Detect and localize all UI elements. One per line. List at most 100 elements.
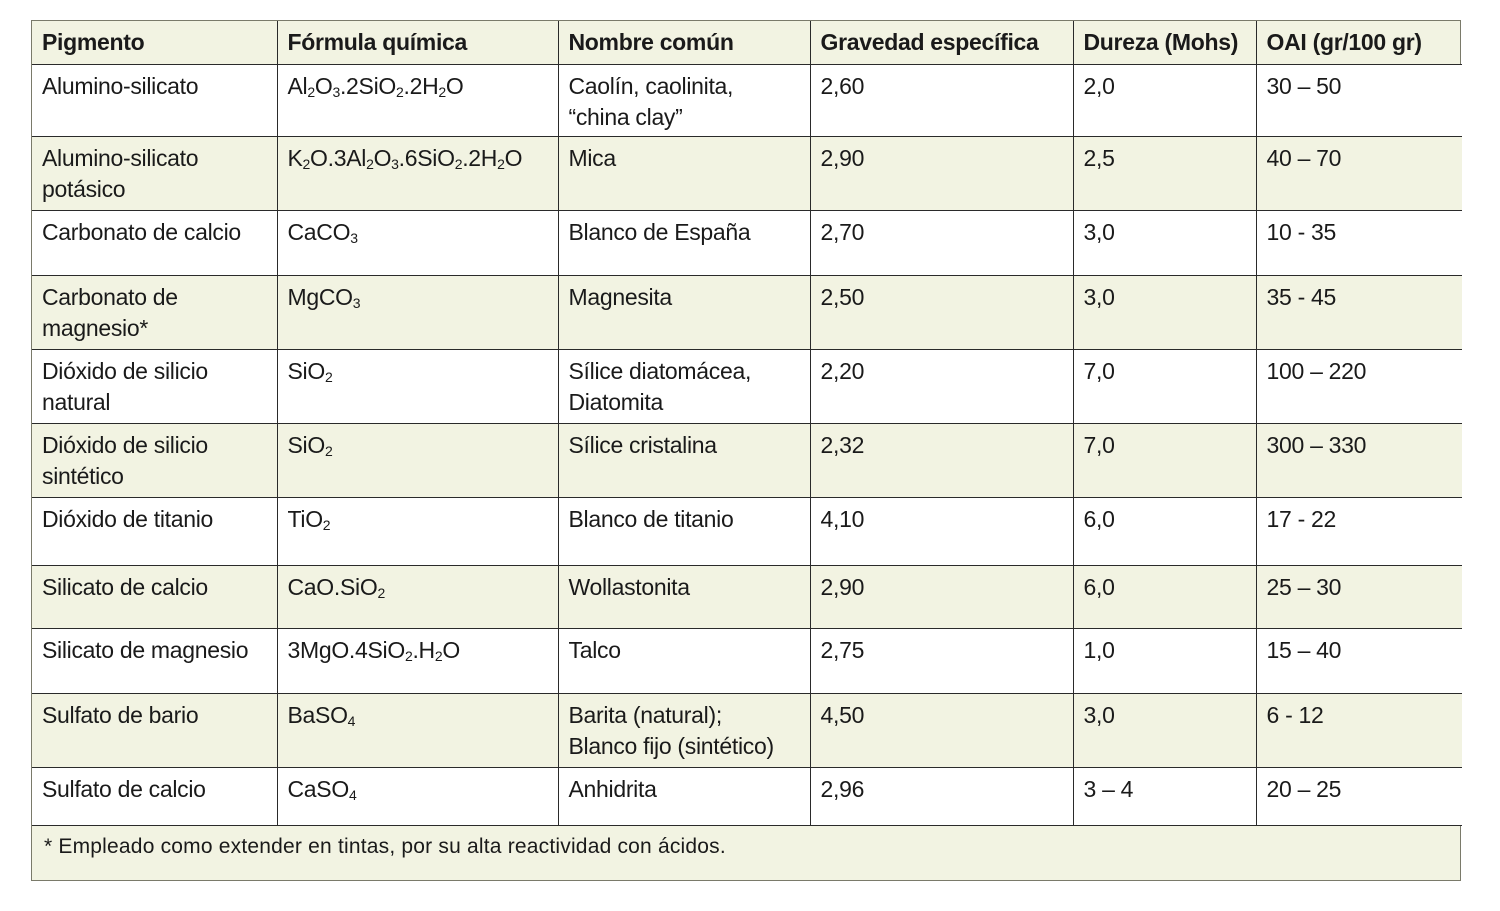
- cell-pigmento: Carbonato de magnesio*: [32, 274, 278, 350]
- cell-pigmento: Dióxido de silicio natural: [32, 348, 278, 424]
- formula-subscript: 3: [332, 83, 340, 100]
- cell-nombre-comun-line: Blanco de titanio: [568, 505, 734, 532]
- cell-dureza: 2,5: [1072, 135, 1257, 211]
- cell-oai: 100 – 220: [1255, 348, 1462, 424]
- table-row: Sulfato de bario BaSO4 Barita (natural); Bl…: [32, 692, 1462, 768]
- cell-dureza: 2,0: [1072, 63, 1257, 137]
- formula-text: O: [373, 144, 392, 171]
- table-row: Dióxido de silicio natural SiO2 Sílice diat…: [32, 348, 1462, 424]
- cell-nombre-comun: Anhidrita: [557, 766, 811, 826]
- formula-subscript: 4: [348, 786, 357, 803]
- formula-subscript: 2: [377, 584, 385, 601]
- cell-gravedad: 2,60: [809, 63, 1074, 137]
- formula-text: SiO: [287, 431, 326, 458]
- cell-nombre-comun-line: “china clay”: [568, 103, 683, 130]
- cell-nombre-comun: Sílice cristalina: [557, 422, 811, 498]
- table-row: Silicato de calcio CaO.SiO2 Wollastonita 2,…: [32, 564, 1462, 629]
- cell-pigmento-line: potásico: [42, 175, 126, 202]
- cell-pigmento: Sulfato de bario: [32, 692, 278, 768]
- cell-formula: Al2O3.2SiO2.2H2O: [276, 63, 559, 137]
- cell-gravedad: 2,70: [809, 209, 1074, 276]
- cell-dureza: 3,0: [1072, 274, 1257, 350]
- header-dureza: Dureza (Mohs): [1072, 21, 1257, 65]
- formula-subscript: 2: [322, 516, 331, 533]
- header-gravedad: Gravedad específica: [809, 21, 1074, 65]
- formula-text: O.3Al: [310, 144, 367, 171]
- formula-text: .H: [412, 636, 435, 663]
- cell-pigmento-line: sintético: [42, 462, 124, 489]
- table-row: Silicato de magnesio 3MgO.4SiO2.H2O Talco 2…: [32, 627, 1462, 694]
- cell-gravedad: 2,32: [809, 422, 1074, 498]
- formula-text: O: [314, 72, 333, 99]
- table-row: Dióxido de silicio sintético SiO2 Sílice cr…: [32, 422, 1462, 498]
- cell-oai: 35 - 45: [1255, 274, 1462, 350]
- formula-text: O: [504, 144, 523, 171]
- cell-gravedad: 2,75: [809, 627, 1074, 694]
- cell-gravedad: 2,96: [809, 766, 1074, 826]
- table-row: Alumino-silicato potásico K2O.3Al2O3.6SiO2…: [32, 135, 1462, 211]
- formula-text: SiO: [287, 357, 326, 384]
- cell-nombre-comun-line: Sílice diatomácea,: [568, 357, 752, 384]
- formula-subscript: 4: [347, 712, 356, 729]
- cell-nombre-comun-line: Blanco fijo (sintético): [568, 732, 775, 759]
- cell-pigmento-line: Silicato de magnesio: [42, 636, 249, 663]
- cell-nombre-comun: Blanco de titanio: [557, 496, 811, 566]
- formula-subscript: 2: [302, 155, 311, 172]
- formula-subscript: 2: [324, 442, 333, 459]
- cell-pigmento-line: Dióxido de silicio: [42, 431, 208, 458]
- cell-pigmento-line: Alumino-silicato: [42, 72, 199, 99]
- cell-formula: TiO2: [276, 496, 559, 566]
- cell-pigmento: Dióxido de silicio sintético: [32, 422, 278, 498]
- table-body: Alumino-silicato Al2O3.2SiO2.2H2O Caolín, …: [32, 63, 1462, 826]
- cell-formula: MgCO3: [276, 274, 559, 350]
- cell-formula: SiO2: [276, 348, 559, 424]
- table-row: Carbonato de magnesio* MgCO3 Magnesita 2,50 3…: [32, 274, 1462, 350]
- formula-text: CaCO: [287, 218, 351, 245]
- cell-formula: SiO2: [276, 422, 559, 498]
- cell-gravedad: 2,90: [809, 135, 1074, 211]
- formula-subscript: 2: [497, 155, 505, 172]
- cell-gravedad: 2,90: [809, 564, 1074, 629]
- cell-nombre-comun-line: Talco: [568, 636, 622, 663]
- footnote: * Empleado como extender en tintas, por …: [44, 834, 726, 858]
- formula-subscript: 2: [434, 647, 443, 664]
- cell-oai: 40 – 70: [1255, 135, 1462, 211]
- cell-pigmento-line: Dióxido de silicio: [42, 357, 208, 384]
- cell-nombre-comun: Talco: [557, 627, 811, 694]
- table-row: Dióxido de titanio TiO2 Blanco de titanio 4…: [32, 496, 1462, 566]
- cell-oai: 15 – 40: [1255, 627, 1462, 694]
- table-row: Alumino-silicato Al2O3.2SiO2.2H2O Caolín, …: [32, 63, 1462, 137]
- formula-text: Al: [287, 72, 308, 99]
- formula-text: CaO.SiO: [287, 573, 378, 600]
- cell-gravedad: 2,50: [809, 274, 1074, 350]
- formula-text: MgCO: [287, 283, 354, 310]
- formula-text: .2SiO: [339, 72, 396, 99]
- formula-subscript: 2: [395, 83, 404, 100]
- cell-oai: 300 – 330: [1255, 422, 1462, 498]
- cell-pigmento: Alumino-silicato potásico: [32, 135, 278, 211]
- formula-subscript: 2: [438, 83, 446, 100]
- cell-nombre-comun: Caolín, caolinita, “china clay”: [557, 63, 811, 137]
- cell-dureza: 3,0: [1072, 692, 1257, 768]
- cell-pigmento: Silicato de calcio: [32, 564, 278, 629]
- header-formula: Fórmula química: [276, 21, 559, 65]
- cell-nombre-comun-line: Caolín, caolinita,: [568, 72, 734, 99]
- formula-subscript: 2: [366, 155, 374, 172]
- cell-dureza: 1,0: [1072, 627, 1257, 694]
- formula-text: .2H: [403, 72, 439, 99]
- cell-dureza: 3,0: [1072, 209, 1257, 276]
- cell-nombre-comun-line: Diatomita: [568, 388, 664, 415]
- table-row: Sulfato de calcio CaSO4 Anhidrita 2,96 3 – 4…: [32, 766, 1462, 826]
- cell-gravedad: 4,10: [809, 496, 1074, 566]
- cell-dureza: 6,0: [1072, 564, 1257, 629]
- cell-nombre-comun-line: Wollastonita: [568, 573, 691, 600]
- cell-pigmento: Carbonato de calcio: [32, 209, 278, 276]
- pigment-table-container: Pigmento Fórmula química Nombre común Gr…: [31, 20, 1462, 881]
- cell-oai: 10 - 35: [1255, 209, 1462, 276]
- cell-nombre-comun: Mica: [557, 135, 811, 211]
- formula-subscript: 3: [391, 155, 399, 172]
- cell-dureza: 7,0: [1072, 422, 1257, 498]
- cell-pigmento-line: Dióxido de titanio: [42, 505, 214, 532]
- cell-dureza: 7,0: [1072, 348, 1257, 424]
- cell-pigmento: Alumino-silicato: [32, 63, 278, 137]
